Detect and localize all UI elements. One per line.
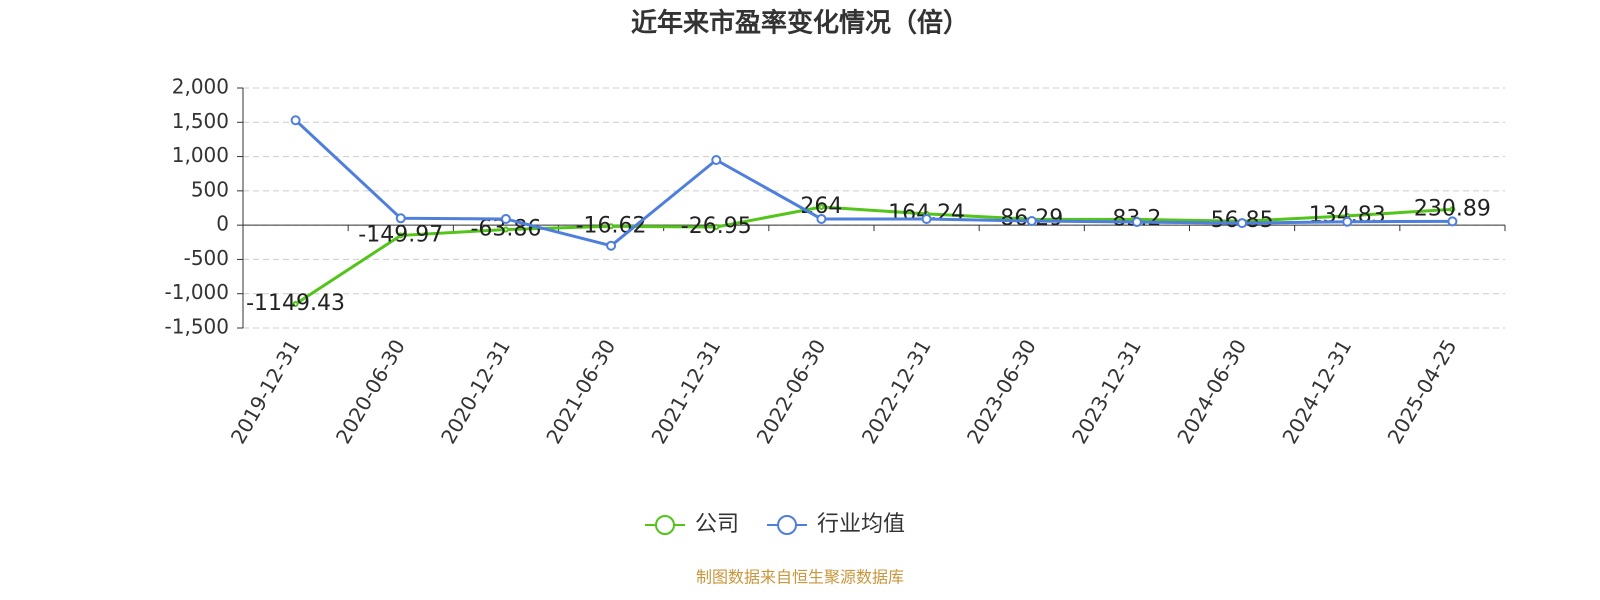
legend-marker <box>655 515 675 535</box>
chart-title: 近年来市盈率变化情况（倍） <box>631 8 969 39</box>
data-point <box>290 115 301 126</box>
data-point <box>818 204 825 211</box>
series-line <box>294 119 1453 248</box>
x-tick-label: 2020-12-31 <box>436 335 515 448</box>
legend-label: 公司 <box>695 512 739 537</box>
x-tick-label: 2022-12-31 <box>857 335 936 448</box>
data-label: -1149.43 <box>246 291 345 316</box>
x-tick-label: 2021-06-30 <box>541 335 620 448</box>
y-tick-label: 0 <box>216 212 229 236</box>
x-tick-label: 2019-12-31 <box>226 335 305 448</box>
x-tick-label: 2023-12-31 <box>1067 335 1146 448</box>
x-tick-label: 2024-12-31 <box>1277 335 1356 448</box>
data-point <box>608 223 615 230</box>
data-point <box>711 155 722 165</box>
data-point <box>1342 216 1353 227</box>
x-tick-label: 2020-06-30 <box>331 335 410 448</box>
data-point <box>1026 216 1037 227</box>
data-label: -26.95 <box>681 214 752 239</box>
series-line <box>294 205 1453 306</box>
data-point <box>395 213 406 224</box>
x-tick-label: 2022-06-30 <box>752 335 831 448</box>
y-tick-label: 1,000 <box>172 143 229 167</box>
x-tick-label: 2025-04-25 <box>1383 335 1462 448</box>
data-point <box>606 240 617 251</box>
data-label: -149.97 <box>358 222 443 247</box>
y-tick-label: 1,500 <box>172 109 229 133</box>
x-tick-label: 2021-12-31 <box>646 335 725 448</box>
data-point <box>713 223 720 230</box>
data-point <box>1131 217 1142 228</box>
data-point <box>921 213 932 224</box>
y-tick-label: 500 <box>191 177 229 201</box>
data-point <box>816 213 827 224</box>
x-tick-label: 2024-06-30 <box>1172 335 1251 448</box>
data-point <box>1449 206 1456 213</box>
y-tick-label: -1,000 <box>165 280 229 304</box>
y-tick-label: 2,000 <box>172 75 229 99</box>
y-tick-label: -1,500 <box>165 315 229 339</box>
x-tick-label: 2023-06-30 <box>962 335 1041 448</box>
legend-label: 行业均值 <box>817 512 905 537</box>
data-point <box>500 213 511 224</box>
legend-marker <box>777 515 798 535</box>
data-point <box>292 300 299 307</box>
y-tick-label: -500 <box>184 246 229 270</box>
data-point <box>397 232 404 239</box>
data-point <box>1447 216 1458 227</box>
source-note: 制图数据来自恒生聚源数据库 <box>696 568 904 587</box>
data-point <box>502 226 509 233</box>
data-point <box>1237 218 1248 229</box>
